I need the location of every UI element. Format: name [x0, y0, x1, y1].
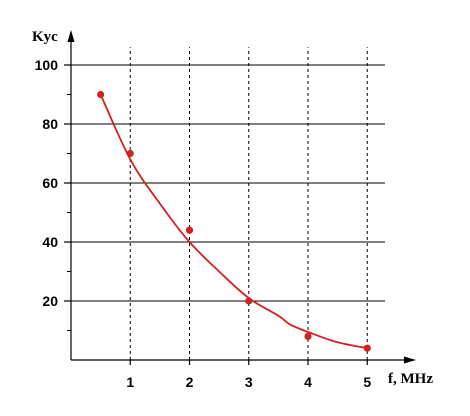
y-tick-label-40: 40	[42, 234, 58, 250]
x-axis-arrow	[404, 356, 416, 364]
axes	[67, 30, 416, 364]
data-points	[97, 90, 371, 352]
data-point-2	[126, 149, 134, 158]
y-axis-arrow	[67, 30, 75, 42]
y-tick-label-20: 20	[42, 293, 58, 309]
fit-curve-group	[99, 94, 368, 350]
ticks	[64, 64, 368, 365]
data-point-4	[245, 297, 253, 305]
data-point-5	[304, 332, 312, 340]
x-tick-label-1: 1	[126, 374, 134, 390]
x-tick-label-3: 3	[245, 374, 253, 390]
x-axis-label: f, MHz	[388, 371, 433, 387]
grid	[71, 47, 385, 360]
y-tick-label-80: 80	[42, 116, 58, 132]
tick-labels: 20 40 60 80 100 1 2 3 4 5	[35, 57, 372, 390]
x-tick-label-4: 4	[304, 374, 312, 390]
y-tick-label-100: 100	[35, 57, 59, 73]
data-point-3	[185, 226, 194, 234]
x-tick-label-2: 2	[186, 374, 194, 390]
y-tick-label-60: 60	[42, 175, 58, 191]
x-tick-label-5: 5	[363, 374, 371, 390]
fit-curve-line	[99, 94, 368, 350]
y-axis-label: Kyc	[32, 29, 58, 45]
data-point-6	[363, 344, 371, 352]
data-point-1	[97, 90, 105, 99]
